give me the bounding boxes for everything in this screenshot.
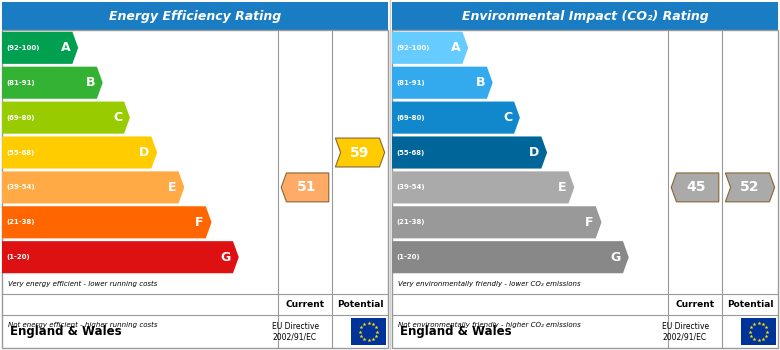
Text: A: A — [451, 41, 460, 54]
Bar — [392, 30, 778, 348]
Text: Very energy efficient - lower running costs: Very energy efficient - lower running co… — [8, 281, 157, 287]
Text: (69-80): (69-80) — [397, 114, 425, 121]
Text: E: E — [558, 181, 566, 194]
Text: F: F — [585, 216, 594, 229]
Text: Potential: Potential — [337, 300, 383, 309]
Text: Not energy efficient - higher running costs: Not energy efficient - higher running co… — [8, 322, 158, 328]
Text: Very environmentally friendly - lower CO₂ emissions: Very environmentally friendly - lower CO… — [398, 281, 580, 287]
Polygon shape — [392, 32, 468, 64]
Polygon shape — [2, 102, 130, 134]
Text: (39-54): (39-54) — [7, 184, 35, 190]
Text: B: B — [476, 76, 485, 89]
Text: C: C — [113, 111, 122, 124]
Polygon shape — [2, 241, 239, 273]
Text: England & Wales: England & Wales — [9, 325, 122, 338]
Text: (1-20): (1-20) — [397, 254, 420, 260]
Text: (55-68): (55-68) — [397, 149, 425, 155]
Polygon shape — [2, 136, 157, 169]
Text: B: B — [86, 76, 95, 89]
Text: Potential: Potential — [727, 300, 773, 309]
Text: England & Wales: England & Wales — [399, 325, 512, 338]
Text: (21-38): (21-38) — [7, 219, 35, 225]
Text: E: E — [168, 181, 176, 194]
Text: 45: 45 — [687, 180, 707, 194]
Bar — [392, 2, 778, 30]
Polygon shape — [392, 136, 547, 169]
Text: (21-38): (21-38) — [397, 219, 425, 225]
Text: F: F — [195, 216, 204, 229]
Text: C: C — [503, 111, 512, 124]
Text: (1-20): (1-20) — [7, 254, 30, 260]
Text: 52: 52 — [740, 180, 760, 194]
Text: EU Directive
2002/91/EC: EU Directive 2002/91/EC — [662, 322, 709, 341]
Polygon shape — [392, 66, 493, 99]
Text: Not environmentally friendly - higher CO₂ emissions: Not environmentally friendly - higher CO… — [398, 322, 580, 328]
Text: G: G — [221, 251, 231, 264]
Polygon shape — [2, 172, 184, 203]
Text: (81-91): (81-91) — [397, 80, 425, 86]
Text: (55-68): (55-68) — [7, 149, 35, 155]
Text: Current: Current — [675, 300, 714, 309]
Text: Environmental Impact (CO₂) Rating: Environmental Impact (CO₂) Rating — [462, 10, 708, 23]
Polygon shape — [725, 173, 775, 202]
Polygon shape — [335, 138, 385, 167]
Bar — [351, 318, 386, 345]
Text: (39-54): (39-54) — [397, 184, 425, 190]
Polygon shape — [2, 32, 78, 64]
Text: 51: 51 — [297, 180, 317, 194]
Text: (92-100): (92-100) — [397, 45, 430, 51]
Polygon shape — [672, 173, 719, 202]
Polygon shape — [392, 206, 601, 238]
Polygon shape — [2, 206, 211, 238]
Text: D: D — [139, 146, 150, 159]
Text: A: A — [61, 41, 70, 54]
Text: D: D — [529, 146, 540, 159]
Bar — [741, 318, 776, 345]
Polygon shape — [282, 173, 329, 202]
Text: (92-100): (92-100) — [7, 45, 40, 51]
Text: Current: Current — [285, 300, 324, 309]
Text: G: G — [611, 251, 621, 264]
Bar — [2, 2, 388, 30]
Text: EU Directive
2002/91/EC: EU Directive 2002/91/EC — [272, 322, 319, 341]
Bar — [2, 30, 388, 348]
Text: 59: 59 — [350, 146, 370, 160]
Polygon shape — [2, 66, 103, 99]
Polygon shape — [392, 172, 574, 203]
Text: (69-80): (69-80) — [7, 114, 35, 121]
Text: Energy Efficiency Rating: Energy Efficiency Rating — [109, 10, 281, 23]
Text: (81-91): (81-91) — [7, 80, 35, 86]
Polygon shape — [392, 241, 629, 273]
Polygon shape — [392, 102, 520, 134]
